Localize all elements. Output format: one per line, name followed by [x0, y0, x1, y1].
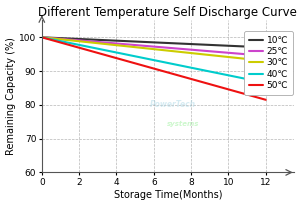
Title: Different Temperature Self Discharge Curve: Different Temperature Self Discharge Cur… — [38, 6, 297, 19]
X-axis label: Storage Time(Months): Storage Time(Months) — [113, 190, 222, 200]
Text: PowerTech: PowerTech — [150, 99, 196, 109]
Text: systems: systems — [167, 121, 199, 127]
Y-axis label: Remaining Capacity (%): Remaining Capacity (%) — [6, 37, 16, 155]
Legend: 10℃, 25℃, 30℃, 40℃, 50℃: 10℃, 25℃, 30℃, 40℃, 50℃ — [244, 32, 293, 95]
